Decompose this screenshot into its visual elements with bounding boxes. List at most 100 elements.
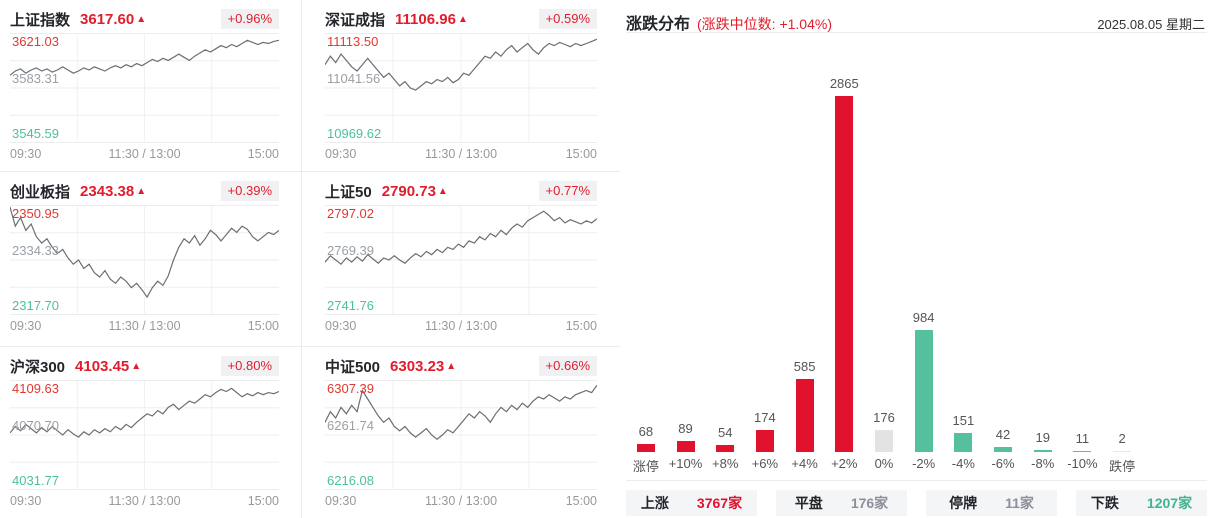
bar-category-label: 跌停 [1109,459,1136,474]
time-midday: 11:30 / 13:00 [108,494,181,508]
trade-date: 2025.08.05 星期二 [1097,17,1205,32]
dist-bar-column[interactable]: 984 [904,76,944,452]
bar-category-label: 0% [874,456,894,471]
index-last-price: 11106.96 [395,10,456,28]
bar-value-label: 54 [717,425,733,440]
time-close: 15:00 [565,147,597,161]
dist-bar-column[interactable]: 19 [1023,76,1063,452]
bar-category-label: +8% [712,456,739,471]
dist-bar-column[interactable]: 68 [626,76,666,452]
up-arrow-icon: ▲ [136,185,147,197]
dist-bar [716,445,735,452]
time-close: 15:00 [247,319,279,333]
dist-bar-column[interactable]: 176 [864,76,904,452]
time-close: 15:00 [247,147,279,161]
time-axis: 09:30 11:30 / 13:00 15:00 [10,319,279,333]
price-sparkline [325,380,597,490]
mini-chart-chinext[interactable]: 创业板指 2343.38 ▲ +0.39% 2350.95 2334.33 23… [0,172,302,347]
bar-category-label: -4% [951,456,975,471]
index-last-price: 6303.23 [390,357,445,375]
time-midday: 11:30 / 13:00 [424,147,498,161]
summary-label: 下跌 [1090,495,1119,511]
time-close: 15:00 [565,319,597,333]
time-axis: 09:30 11:30 / 13:00 15:00 [10,147,279,161]
up-arrow-icon: ▲ [136,13,147,25]
time-axis: 09:30 11:30 / 13:00 15:00 [325,147,597,161]
price-sparkline [325,33,597,143]
dist-bar [1033,450,1052,452]
index-name: 深证成指 [325,11,386,29]
bar-category-label: -8% [1031,456,1055,471]
summary-label: 平盘 [794,495,823,511]
dist-bar-column[interactable]: 151 [944,76,984,452]
index-change-badge: +0.59% [538,9,597,29]
dist-bar [874,430,893,452]
dist-bar-column[interactable]: 89 [666,76,706,452]
up-arrow-icon: ▲ [446,360,457,372]
dist-bar [1073,451,1092,452]
mini-chart-sse-composite[interactable]: 上证指数 3617.60 ▲ +0.96% 3621.03 3583.31 35… [0,0,302,172]
summary-decliners[interactable]: 下跌 1207家 [1076,490,1207,516]
dist-bar [835,96,854,452]
dist-bar-column[interactable]: 585 [785,76,825,452]
summary-advancers[interactable]: 上涨 3767家 [626,490,757,516]
dist-bar [994,447,1013,452]
up-arrow-icon: ▲ [131,360,142,372]
price-sparkline [325,205,597,315]
advance-decline-panel: 涨跌分布 (涨跌中位数: +1.04%) 2025.08.05 星期二 68 89… [626,0,1207,518]
index-change-badge: +0.96% [220,9,279,29]
up-arrow-icon: ▲ [457,13,468,25]
bar-category-label: +2% [831,456,858,471]
time-axis: 09:30 11:30 / 13:00 15:00 [325,494,597,508]
mini-chart-csi300[interactable]: 沪深300 4103.45 ▲ +0.80% 4109.63 4070.70 4… [0,347,302,518]
dist-bar-column[interactable]: 2865 [824,76,864,452]
price-plot: 2797.02 2769.39 2741.76 [325,205,597,315]
price-sparkline [10,205,279,315]
dist-bar-column[interactable]: 11 [1063,76,1103,452]
bar-category-label: 涨停 [632,459,659,474]
bar-value-label: 585 [793,359,816,374]
bar-value-label: 174 [754,410,776,425]
bar-columns: 68 89 54 174 585 2865 176 984 151 42 19 11 2 [626,76,1142,452]
summary-suspended[interactable]: 停牌 11家 [926,490,1057,516]
bar-value-label: 89 [678,421,693,436]
time-midday: 11:30 / 13:00 [424,319,498,333]
dist-bar-column[interactable]: 174 [745,76,785,452]
mini-chart-csi500[interactable]: 中证500 6303.23 ▲ +0.66% 6307.39 6261.74 6… [302,347,620,518]
bar-value-label: 176 [873,410,895,425]
price-plot: 6307.39 6261.74 6216.08 [325,380,597,490]
time-open: 09:30 [325,319,357,333]
summary-count: 11家 [1005,495,1034,511]
time-axis: 09:30 11:30 / 13:00 15:00 [325,319,597,333]
panel-title: 涨跌分布 [626,16,691,33]
dist-bar-column[interactable]: 54 [705,76,745,452]
price-sparkline [10,33,279,143]
index-charts-panel: 上证指数 3617.60 ▲ +0.96% 3621.03 3583.31 35… [0,0,620,518]
bar-category-label: +6% [751,456,779,471]
dist-bar [636,444,655,452]
time-midday: 11:30 / 13:00 [108,319,181,333]
time-open: 09:30 [10,494,42,508]
mini-chart-sse50[interactable]: 上证50 2790.73 ▲ +0.77% 2797.02 2769.39 27… [302,172,620,347]
index-name: 中证500 [325,358,381,376]
dist-bar-column[interactable]: 42 [983,76,1023,452]
summary-unchanged[interactable]: 平盘 176家 [776,490,907,516]
price-plot: 4109.63 4070.70 4031.77 [10,380,279,490]
index-name: 上证50 [325,183,372,201]
time-midday: 11:30 / 13:00 [108,147,181,161]
dist-bar [755,430,774,452]
bar-category-axis: 涨停 +10% +8% +6% +4% +2% 0% -2% -4% -6% -8% -10% 跌停 [626,456,1142,475]
index-change-badge: +0.80% [220,356,279,376]
index-change-badge: +0.66% [538,356,597,376]
median-change-note: (涨跌中位数: +1.04%) [697,16,832,32]
index-name: 创业板指 [10,183,71,201]
price-plot: 11113.50 11041.56 10969.62 [325,33,597,143]
bar-value-label: 2 [1118,431,1126,446]
summary-label: 上涨 [640,495,669,511]
dist-bar-column[interactable]: 2 [1102,76,1142,452]
bar-category-label: -6% [991,456,1015,471]
bar-value-label: 151 [952,413,975,428]
mini-chart-szse-component[interactable]: 深证成指 11106.96 ▲ +0.59% 11113.50 11041.56… [302,0,620,172]
bar-value-label: 42 [995,427,1011,442]
time-open: 09:30 [325,494,357,508]
